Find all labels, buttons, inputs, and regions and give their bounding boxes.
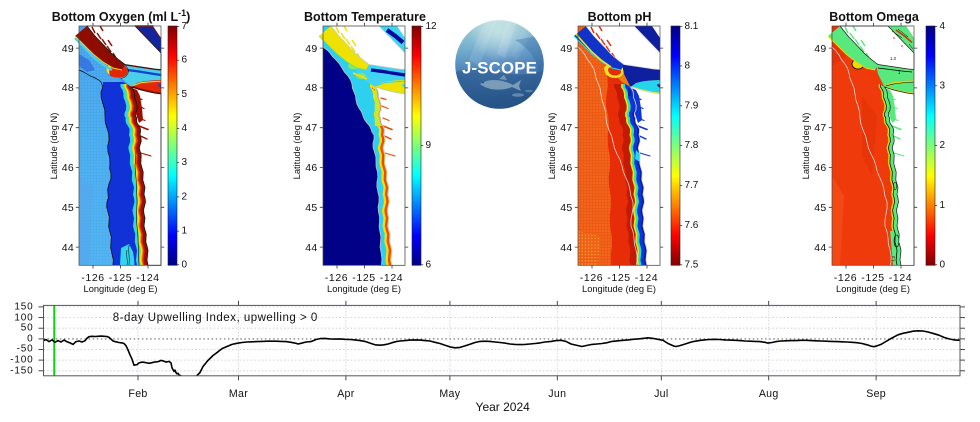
svg-text:1: 1	[182, 226, 188, 237]
svg-text:1.3: 1.3	[890, 255, 896, 262]
svg-text:4: 4	[182, 123, 188, 134]
svg-text:3: 3	[940, 81, 946, 92]
svg-text:1: 1	[940, 200, 946, 211]
svg-text:0: 0	[940, 260, 946, 271]
svg-text:8.1: 8.1	[685, 21, 699, 32]
svg-text:6: 6	[182, 55, 188, 66]
svg-text:1: 1	[897, 70, 900, 75]
svg-text:8: 8	[685, 61, 691, 72]
svg-text:7.7: 7.7	[685, 180, 699, 191]
svg-text:7.5: 7.5	[685, 260, 699, 271]
svg-text:9: 9	[425, 140, 431, 151]
svg-text:2: 2	[940, 140, 946, 151]
svg-text:7.6: 7.6	[685, 220, 699, 231]
svg-text:0: 0	[182, 260, 188, 271]
svg-text:2: 2	[182, 192, 188, 203]
svg-text:1.3: 1.3	[889, 56, 895, 61]
svg-text:5: 5	[182, 89, 188, 100]
svg-text:6: 6	[425, 260, 431, 271]
svg-text:4: 4	[940, 21, 946, 32]
svg-text:7.8: 7.8	[685, 140, 699, 151]
svg-text:J-SCOPE: J-SCOPE	[462, 59, 537, 78]
svg-text:12: 12	[425, 21, 437, 32]
svg-text:3: 3	[182, 158, 188, 169]
svg-text:7: 7	[182, 21, 188, 32]
svg-text:7.9: 7.9	[685, 101, 699, 112]
